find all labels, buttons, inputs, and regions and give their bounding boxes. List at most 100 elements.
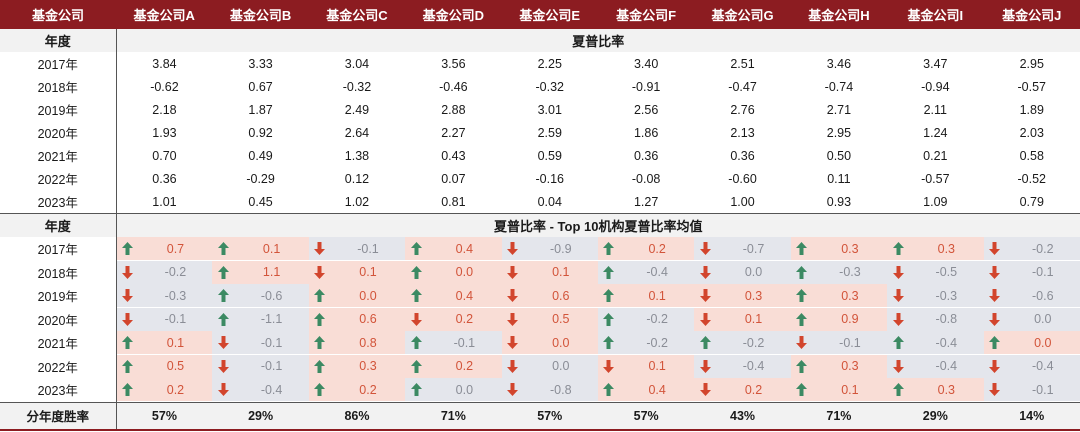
arrow-wrapper — [405, 242, 427, 256]
relative-sharpe-value: -0.5 — [935, 265, 958, 280]
relative-sharpe-cell: -1.1 — [212, 307, 309, 332]
arrow-up-icon — [603, 336, 615, 350]
relative-sharpe-value: -0.3 — [935, 288, 958, 303]
arrow-up-icon — [603, 312, 615, 326]
relative-sharpe-value: 0.8 — [359, 335, 377, 350]
relative-sharpe-value: 0.6 — [552, 288, 570, 303]
relative-sharpe-cell: 0.1 — [790, 378, 888, 402]
arrow-up-icon — [122, 336, 133, 350]
arrow-wrapper — [887, 336, 909, 350]
relative-sharpe-value: 0.2 — [455, 359, 474, 374]
arrow-up-icon — [892, 336, 904, 350]
sharpe-value: 3.01 — [537, 102, 562, 117]
relative-sharpe-cell: -0.1 — [308, 237, 406, 261]
relative-sharpe-cell: 0.3 — [790, 354, 888, 379]
relative-sharpe-cell: -0.7 — [694, 237, 791, 261]
fund-header: 基金公司A — [116, 0, 213, 29]
corner-header: 基金公司 — [0, 0, 116, 29]
arrow-wrapper — [502, 289, 524, 303]
arrow-up-icon — [603, 265, 615, 279]
relative-sharpe-value: -0.4 — [935, 359, 958, 374]
relative-sharpe-value: 0.1 — [552, 265, 570, 280]
relative-sharpe-value: 0.1 — [359, 265, 377, 280]
relative-sharpe-cell: 0.4 — [405, 284, 502, 308]
relative-sharpe-cell: -0.8 — [887, 307, 984, 332]
win-rate-value: 29% — [212, 401, 309, 430]
arrow-wrapper — [405, 312, 427, 326]
sharpe-value: 2.71 — [826, 102, 852, 117]
section2-header: 年度 夏普比率 - Top 10机构夏普比率均值 — [0, 213, 1080, 237]
sharpe-value: 2.18 — [115, 98, 213, 121]
arrow-up-icon — [410, 336, 422, 350]
arrow-down-icon — [122, 312, 133, 326]
relative-sharpe-cell: -0.2 — [597, 331, 695, 355]
relative-sharpe-value: 0.5 — [552, 312, 570, 327]
relative-sharpe-value: 0.1 — [841, 382, 859, 397]
relative-sharpe-cell: -0.8 — [501, 378, 598, 402]
sharpe-value: 0.49 — [248, 148, 273, 163]
relative-sharpe-value: -0.4 — [260, 382, 283, 397]
sharpe-value: 0.70 — [115, 144, 213, 167]
arrow-wrapper — [598, 312, 620, 326]
arrow-wrapper — [117, 383, 138, 397]
sharpe-value: 1.02 — [344, 194, 370, 209]
relative-sharpe-value: -0.3 — [164, 288, 187, 303]
win-rate-value: 71% — [405, 401, 502, 430]
arrow-down-icon — [989, 359, 1001, 373]
arrow-down-icon — [314, 265, 326, 279]
arrow-up-icon — [796, 242, 808, 256]
arrow-down-icon — [217, 359, 229, 373]
sharpe-value: -0.60 — [728, 171, 757, 186]
arrow-up-icon — [892, 383, 904, 397]
relative-sharpe-cell: -0.1 — [983, 378, 1080, 402]
win-rate-label: 分年度胜率 — [0, 401, 116, 430]
arrow-up-icon — [217, 265, 229, 279]
relative-sharpe-value: 0.0 — [359, 288, 377, 303]
arrow-down-icon — [892, 289, 904, 303]
relative-sharpe-value: -0.1 — [1031, 382, 1054, 397]
arrow-wrapper — [212, 383, 234, 397]
arrow-up-icon — [892, 242, 904, 256]
arrow-wrapper — [694, 336, 716, 350]
relative-sharpe-value: 0.2 — [648, 241, 666, 256]
year-cell: 2017年 — [37, 243, 78, 258]
relative-sharpe-cell: 0.1 — [694, 307, 791, 332]
arrow-wrapper — [694, 265, 716, 279]
relative-sharpe-cell: 0.3 — [887, 378, 984, 402]
year-cell: 2021年 — [37, 337, 78, 352]
sharpe-value: 3.04 — [344, 56, 370, 71]
arrow-up-icon — [122, 242, 133, 256]
relative-sharpe-cell: 0.3 — [790, 237, 888, 261]
relative-sharpe-cell: -0.3 — [790, 260, 888, 285]
arrow-wrapper — [212, 359, 234, 373]
arrow-down-icon — [603, 359, 615, 373]
relative-sharpe-cell: 0.0 — [983, 331, 1080, 355]
win-rate-row: 分年度胜率 57% 29% 86% 71% 57% 57% 43% 71% 29% 14% — [0, 401, 1080, 430]
relative-sharpe-cell: -0.6 — [212, 284, 309, 308]
arrow-wrapper — [405, 289, 427, 303]
relative-sharpe-value: 0.3 — [744, 288, 763, 303]
relative-sharpe-cell: -0.1 — [212, 331, 309, 355]
fund-header: 基金公司J — [983, 0, 1080, 29]
relative-sharpe-row: 2020年 -0.1 -1.1 0.6 0.2 0.5 -0.2 0.1 0.9 -0.8 0.0 — [0, 307, 1080, 332]
arrow-down-icon — [699, 242, 711, 256]
year-cell: 2018年 — [37, 266, 78, 281]
relative-sharpe-cell: 0.9 — [790, 307, 888, 332]
relative-sharpe-cell: 0.6 — [308, 307, 406, 332]
relative-sharpe-value: 0.2 — [455, 312, 474, 327]
relative-sharpe-cell: -0.1 — [983, 260, 1080, 285]
relative-sharpe-value: 0.4 — [648, 382, 666, 397]
sharpe-value: -0.32 — [342, 79, 372, 94]
relative-sharpe-cell: 0.5 — [501, 307, 598, 332]
arrow-wrapper — [117, 312, 138, 326]
arrow-wrapper — [309, 336, 331, 350]
arrow-down-icon — [699, 312, 711, 326]
sharpe-value: 3.46 — [826, 56, 852, 71]
relative-sharpe-cell: -0.9 — [501, 237, 598, 261]
fund-header: 基金公司C — [308, 0, 406, 29]
sharpe-value: 0.36 — [730, 148, 755, 163]
relative-sharpe-cell: 0.1 — [597, 354, 695, 379]
arrow-wrapper — [984, 336, 1006, 350]
relative-sharpe-cell: 0.0 — [501, 331, 598, 355]
fund-header: 基金公司E — [501, 0, 598, 29]
